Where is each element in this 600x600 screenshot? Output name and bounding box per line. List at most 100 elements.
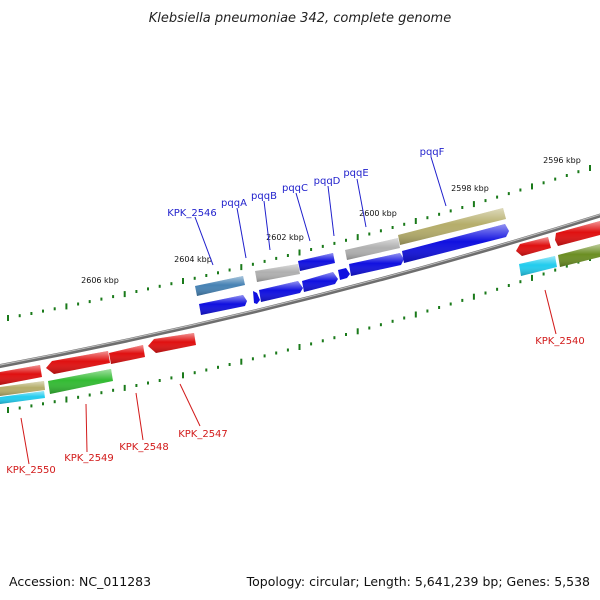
scale-tick-inner xyxy=(135,384,138,387)
feature-cds[interactable] xyxy=(259,281,303,302)
scale-tick-outer xyxy=(135,290,138,293)
scale-tick-outer xyxy=(554,177,557,181)
scale-tick-inner xyxy=(65,396,68,403)
accession-text: Accession: NC_011283 xyxy=(9,574,151,589)
scale-tick-inner xyxy=(182,372,184,379)
scale-tick-outer xyxy=(589,165,591,171)
scale-tick-outer xyxy=(123,291,126,298)
feature-cds[interactable] xyxy=(199,295,247,315)
scale-tick-outer xyxy=(484,199,487,203)
feature-cds[interactable] xyxy=(349,253,404,276)
scale-tick-inner xyxy=(484,291,487,295)
scale-tick-outer xyxy=(461,206,464,209)
gene-label-kpk-2547: KPK_2547 xyxy=(178,429,228,440)
feature-cds[interactable] xyxy=(0,365,42,385)
scale-tick-outer xyxy=(240,264,243,271)
gene-label-kpk-2546: KPK_2546 xyxy=(167,208,217,219)
scale-tick-inner xyxy=(100,391,103,395)
scale-tick-inner xyxy=(158,379,161,382)
feature-cds[interactable] xyxy=(0,381,45,396)
feature-cds[interactable] xyxy=(555,221,600,246)
scale-tick-outer xyxy=(286,254,289,257)
tick-label-2596: 2596 kbp xyxy=(543,156,581,165)
scale-tick-outer xyxy=(112,295,115,299)
scale-tick-outer xyxy=(391,226,394,229)
scale-tick-outer xyxy=(263,259,266,263)
reverse-inner-features xyxy=(0,244,600,404)
scale-tick-inner xyxy=(147,381,149,385)
scale-tick-inner xyxy=(438,306,441,309)
scale-tick-inner xyxy=(77,395,80,399)
scale-tick-outer xyxy=(182,278,184,284)
scale-tick-outer xyxy=(426,216,429,220)
map-title: Klebsiella pneumoniae 342, complete geno… xyxy=(149,11,451,26)
scale-tick-outer xyxy=(321,244,324,248)
scale-tick-outer xyxy=(438,212,441,216)
scale-tick-outer xyxy=(205,274,208,277)
scale-tick-inner xyxy=(449,302,452,306)
scale-tick-inner xyxy=(507,284,510,287)
scale-tick-outer xyxy=(368,232,371,236)
feature-cds[interactable] xyxy=(519,256,557,276)
scale-tick-outer xyxy=(298,249,301,256)
feature-cds[interactable] xyxy=(255,264,300,282)
scale-tick-outer xyxy=(42,309,44,313)
scale-tick-outer xyxy=(531,183,533,190)
scale-tick-inner xyxy=(565,264,568,268)
reverse-outer-features xyxy=(0,333,196,385)
scale-tick-inner xyxy=(356,328,359,335)
scale-tick-inner xyxy=(217,365,219,369)
feature-cds[interactable] xyxy=(398,208,506,245)
feature-cds[interactable] xyxy=(516,237,551,256)
scale-tick-inner xyxy=(286,348,289,352)
scale-tick-inner xyxy=(263,354,266,358)
scale-tick-inner xyxy=(18,406,21,410)
feature-cds[interactable] xyxy=(148,333,196,353)
scale-tick-inner xyxy=(88,393,91,397)
scale-tick-inner xyxy=(205,368,208,372)
feature-cds[interactable] xyxy=(195,276,245,296)
scale-tick-inner xyxy=(426,309,429,313)
feature-cds[interactable] xyxy=(402,224,509,263)
tick-label-2600: 2600 kbp xyxy=(359,209,397,218)
gene-label-pqqf: pqqF xyxy=(420,147,445,158)
scale-tick-inner xyxy=(472,293,475,300)
gene-label-pqqa: pqqA xyxy=(221,198,247,209)
scale-tick-outer xyxy=(53,307,56,311)
feature-cds[interactable] xyxy=(48,369,113,394)
scale-tick-outer xyxy=(7,315,9,321)
scale-tick-inner xyxy=(414,311,417,318)
feature-cds[interactable] xyxy=(558,244,600,267)
feature-cds[interactable] xyxy=(109,345,145,364)
scale-tick-inner xyxy=(519,280,522,284)
scale-tick-outer xyxy=(88,300,91,304)
gene-label-kpk-2540: KPK_2540 xyxy=(535,336,585,347)
gene-label-pqqe: pqqE xyxy=(343,168,368,179)
scale-tick-inner xyxy=(228,363,231,366)
scale-tick-inner xyxy=(251,357,254,361)
feature-cds[interactable] xyxy=(345,238,400,260)
scale-tick-outer xyxy=(217,271,219,275)
feature-cds[interactable] xyxy=(302,272,338,292)
feature-cds[interactable] xyxy=(46,351,110,374)
feature-cds[interactable] xyxy=(338,268,350,280)
gene-label-kpk-2549: KPK_2549 xyxy=(64,453,114,464)
scale-tick-inner xyxy=(542,272,545,276)
scale-tick-outer xyxy=(275,256,278,260)
scale-tick-inner xyxy=(53,400,56,404)
feature-cds[interactable] xyxy=(0,391,45,404)
feature-cds[interactable] xyxy=(298,253,335,271)
scale-tick-outer xyxy=(170,282,173,286)
scale-tick-outer xyxy=(379,229,382,233)
scale-tick-inner xyxy=(193,371,196,375)
feature-cds[interactable] xyxy=(253,291,260,304)
forward-outer-features xyxy=(195,208,600,296)
scale-tick-outer xyxy=(18,314,21,318)
gene-label-kpk-2550: KPK_2550 xyxy=(6,465,56,476)
scale-tick-outer xyxy=(403,222,406,226)
scale-tick-inner xyxy=(310,342,313,346)
scale-tick-outer xyxy=(77,302,80,306)
scale-tick-inner xyxy=(531,274,533,281)
scale-tick-inner xyxy=(391,319,394,323)
scale-tick-inner xyxy=(321,339,324,343)
